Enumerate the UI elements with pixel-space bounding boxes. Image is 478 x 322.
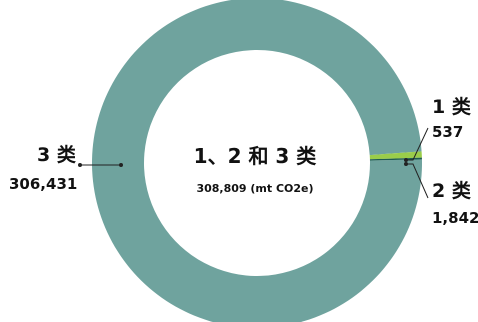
- donut-slices: [92, 0, 422, 322]
- leader-line-1: [406, 127, 429, 161]
- leader-dot-3a: [78, 163, 82, 167]
- category-label-3: 3 类: [37, 143, 76, 166]
- slice-category-3: [92, 0, 422, 322]
- center-title: 1、2 和 3 类: [194, 144, 317, 168]
- category-label-1: 1 类: [432, 95, 471, 118]
- slice-category-1: [369, 157, 422, 161]
- leader-line-2: [406, 163, 429, 199]
- value-label-3: 306,431: [9, 175, 77, 193]
- value-label-2: 1,842: [432, 209, 478, 227]
- leader-dot-2: [404, 162, 408, 166]
- center-subtitle: 308,809 (mt CO2e): [196, 182, 313, 195]
- leader-dot-1: [404, 158, 408, 162]
- leader-dot-3b: [119, 163, 123, 167]
- slice-category-2: [369, 151, 422, 160]
- value-label-1: 537: [432, 123, 463, 141]
- category-label-2: 2 类: [432, 179, 471, 202]
